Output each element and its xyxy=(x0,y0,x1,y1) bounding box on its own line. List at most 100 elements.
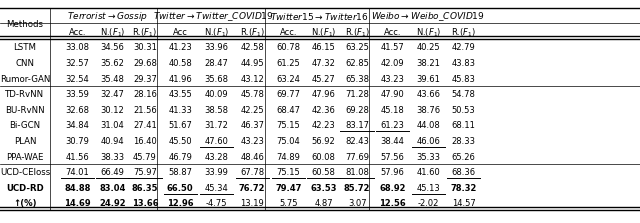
Text: 45.18: 45.18 xyxy=(380,106,404,115)
Text: 44.95: 44.95 xyxy=(241,59,264,68)
Text: 30.12: 30.12 xyxy=(100,106,125,115)
Text: 35.48: 35.48 xyxy=(100,74,125,84)
Text: 63.24: 63.24 xyxy=(276,74,300,84)
Text: 45.79: 45.79 xyxy=(133,153,157,161)
Text: 38.33: 38.33 xyxy=(100,153,125,161)
Text: 65.38: 65.38 xyxy=(345,74,369,84)
Text: 42.58: 42.58 xyxy=(240,43,264,52)
Text: 69.28: 69.28 xyxy=(345,106,369,115)
Text: 75.15: 75.15 xyxy=(276,168,300,177)
Text: 3.07: 3.07 xyxy=(348,199,367,208)
Text: 41.96: 41.96 xyxy=(168,74,192,84)
Text: Acc: Acc xyxy=(173,28,188,37)
Text: 21.56: 21.56 xyxy=(133,106,157,115)
Text: ↑(%): ↑(%) xyxy=(13,199,36,208)
Text: 33.59: 33.59 xyxy=(65,90,90,99)
Text: 24.92: 24.92 xyxy=(99,199,126,208)
Text: 42.23: 42.23 xyxy=(312,121,335,130)
Text: 28.16: 28.16 xyxy=(133,90,157,99)
Text: 27.41: 27.41 xyxy=(133,121,157,130)
Text: 69.77: 69.77 xyxy=(276,90,300,99)
Text: 16.40: 16.40 xyxy=(133,137,157,146)
Text: BU-RvNN: BU-RvNN xyxy=(5,106,45,115)
Text: 65.26: 65.26 xyxy=(452,153,476,161)
Text: 57.56: 57.56 xyxy=(380,153,404,161)
Text: 81.08: 81.08 xyxy=(345,168,369,177)
Text: R.$(F_1)$: R.$(F_1)$ xyxy=(344,26,370,39)
Text: TD-RvNN: TD-RvNN xyxy=(5,90,45,99)
Text: N.$(F_1)$: N.$(F_1)$ xyxy=(204,26,229,39)
Text: 68.47: 68.47 xyxy=(276,106,300,115)
Text: $\it{Twitter}$$\rightarrow$$\it{Twitter\_COVID19}$: $\it{Twitter}$$\rightarrow$$\it{Twitter\… xyxy=(153,10,274,23)
Text: 60.78: 60.78 xyxy=(276,43,300,52)
Text: $\it{Weibo}$$\rightarrow$$\it{Weibo\_COVID19}$: $\it{Weibo}$$\rightarrow$$\it{Weibo\_COV… xyxy=(371,10,484,23)
Text: 84.88: 84.88 xyxy=(64,184,91,193)
Text: 35.33: 35.33 xyxy=(417,153,440,161)
Text: 43.12: 43.12 xyxy=(240,74,264,84)
Text: 79.47: 79.47 xyxy=(275,184,301,193)
Text: 31.04: 31.04 xyxy=(100,121,125,130)
Text: 40.94: 40.94 xyxy=(101,137,124,146)
Text: Methods: Methods xyxy=(6,20,44,29)
Text: 35.68: 35.68 xyxy=(204,74,228,84)
Text: 61.25: 61.25 xyxy=(276,59,300,68)
Text: 47.90: 47.90 xyxy=(380,90,404,99)
Text: 45.83: 45.83 xyxy=(452,74,476,84)
Text: 38.21: 38.21 xyxy=(417,59,440,68)
Text: 42.79: 42.79 xyxy=(452,43,476,52)
Text: $\it{Terrorist}$$\rightarrow$$\it{Gossip}$: $\it{Terrorist}$$\rightarrow$$\it{Gossip… xyxy=(67,10,148,23)
Text: 42.09: 42.09 xyxy=(381,59,404,68)
Text: 12.96: 12.96 xyxy=(167,199,193,208)
Text: 82.43: 82.43 xyxy=(345,137,369,146)
Text: Bi-GCN: Bi-GCN xyxy=(10,121,40,130)
Text: 60.58: 60.58 xyxy=(312,168,335,177)
Text: 32.47: 32.47 xyxy=(100,90,125,99)
Text: 34.56: 34.56 xyxy=(100,43,125,52)
Text: 30.31: 30.31 xyxy=(133,43,157,52)
Text: 38.76: 38.76 xyxy=(417,106,440,115)
Text: 43.66: 43.66 xyxy=(417,90,440,99)
Text: 34.84: 34.84 xyxy=(65,121,90,130)
Text: LSTM: LSTM xyxy=(13,43,36,52)
Text: 29.37: 29.37 xyxy=(133,74,157,84)
Text: 33.99: 33.99 xyxy=(204,168,228,177)
Text: 33.08: 33.08 xyxy=(65,43,90,52)
Text: 46.15: 46.15 xyxy=(312,43,335,52)
Text: 78.32: 78.32 xyxy=(451,184,477,193)
Text: -2.02: -2.02 xyxy=(418,199,439,208)
Text: 86.35: 86.35 xyxy=(132,184,158,193)
Text: 68.11: 68.11 xyxy=(452,121,476,130)
Text: 43.55: 43.55 xyxy=(168,90,192,99)
Text: 63.25: 63.25 xyxy=(345,43,369,52)
Text: 76.72: 76.72 xyxy=(239,184,266,193)
Text: 13.66: 13.66 xyxy=(132,199,158,208)
Text: 46.06: 46.06 xyxy=(417,137,440,146)
Text: N.$(F_1)$: N.$(F_1)$ xyxy=(311,26,336,39)
Text: 41.33: 41.33 xyxy=(168,106,192,115)
Text: 50.53: 50.53 xyxy=(452,106,476,115)
Text: 43.28: 43.28 xyxy=(204,153,228,161)
Text: 28.47: 28.47 xyxy=(204,59,228,68)
Text: 47.60: 47.60 xyxy=(204,137,228,146)
Text: N.$(F_1)$: N.$(F_1)$ xyxy=(416,26,441,39)
Text: 75.15: 75.15 xyxy=(276,121,300,130)
Text: 45.34: 45.34 xyxy=(204,184,228,193)
Text: 46.37: 46.37 xyxy=(240,121,264,130)
Text: 57.96: 57.96 xyxy=(380,168,404,177)
Text: 61.23: 61.23 xyxy=(380,121,404,130)
Text: 83.17: 83.17 xyxy=(345,121,369,130)
Text: 28.33: 28.33 xyxy=(452,137,476,146)
Text: 48.46: 48.46 xyxy=(240,153,264,161)
Text: 47.32: 47.32 xyxy=(312,59,335,68)
Text: 45.27: 45.27 xyxy=(312,74,335,84)
Text: 54.78: 54.78 xyxy=(452,90,476,99)
Text: -4.75: -4.75 xyxy=(205,199,227,208)
Text: UCD-RD: UCD-RD xyxy=(6,184,44,193)
Text: 43.23: 43.23 xyxy=(380,74,404,84)
Text: Acc.: Acc. xyxy=(68,28,86,37)
Text: 68.92: 68.92 xyxy=(379,184,406,193)
Text: Acc.: Acc. xyxy=(280,28,297,37)
Text: 74.89: 74.89 xyxy=(276,153,300,161)
Text: 43.83: 43.83 xyxy=(452,59,476,68)
Text: 41.57: 41.57 xyxy=(380,43,404,52)
